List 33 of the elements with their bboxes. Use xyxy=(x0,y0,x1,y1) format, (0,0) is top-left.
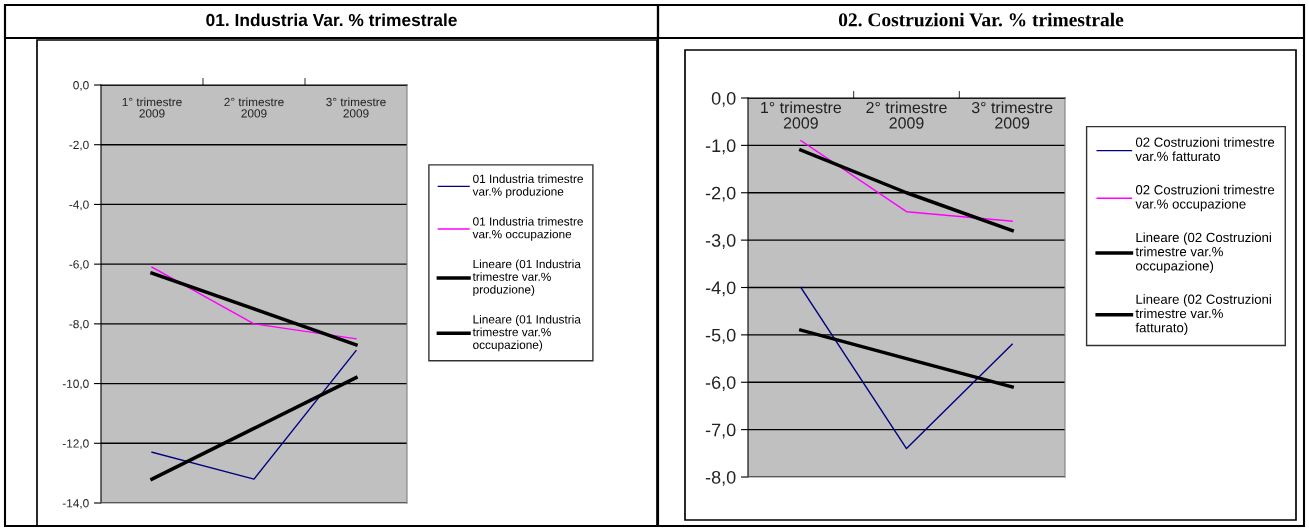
y-tick-label: 0,0 xyxy=(73,81,89,91)
y-tick-label: -3,0 xyxy=(705,234,736,249)
y-tick-label: -10,0 xyxy=(62,379,89,390)
x-tick-label: 3° trimestre 2009 xyxy=(971,101,1053,129)
legend-label: Lineare (01 Industria trimestre var.% occupazione) xyxy=(472,314,581,352)
y-tick-label: -2,0 xyxy=(69,140,89,151)
x-tick-label: 3° trimestre 2009 xyxy=(326,97,386,118)
y-tick-label: -1,0 xyxy=(705,139,736,155)
y-tick-label: -5,0 xyxy=(705,328,736,344)
legend-label: Lineare (02 Costruzioni trimestre var.% fatturato) xyxy=(1135,294,1271,335)
y-tick-label: -4,0 xyxy=(705,281,736,297)
y-tick-label: -7,0 xyxy=(705,423,736,439)
legend-label: 01 Industria trimestre var.% produzione xyxy=(472,174,583,199)
legend-label: Lineare (01 Industria trimestre var.% produzione) xyxy=(472,259,581,296)
x-tick-label: 1° trimestre 2009 xyxy=(122,97,182,118)
legend-label: Lineare (02 Costruzioni trimestre var.% occupazione) xyxy=(1135,232,1271,274)
chart-title: 02. Costruzioni Var. % trimestrale xyxy=(838,12,1124,27)
y-tick-label: -4,0 xyxy=(69,200,89,211)
y-tick-label: -8,0 xyxy=(69,319,89,330)
y-tick-label: 0,0 xyxy=(711,91,736,107)
chart-title: 01. Industria Var. % trimestrale xyxy=(206,13,457,27)
x-tick-label: 2° trimestre 2009 xyxy=(224,97,284,118)
legend-label: 01 Industria trimestre var.% occupazione xyxy=(472,216,583,241)
y-tick-label: -2,0 xyxy=(705,186,736,202)
y-tick-label: -12,0 xyxy=(62,439,89,450)
x-tick-label: 2° trimestre 2009 xyxy=(866,101,947,129)
legend-label: 02 Costruzioni trimestre var.% occupazione xyxy=(1135,184,1275,212)
y-tick-label: -14,0 xyxy=(62,499,89,509)
y-tick-label: -6,0 xyxy=(69,260,89,270)
x-tick-label: 1° trimestre 2009 xyxy=(761,101,842,129)
y-tick-label: -8,0 xyxy=(705,470,736,486)
legend-label: 02 Costruzioni trimestre var.% fatturato xyxy=(1135,137,1275,162)
y-tick-label: -6,0 xyxy=(705,376,736,392)
